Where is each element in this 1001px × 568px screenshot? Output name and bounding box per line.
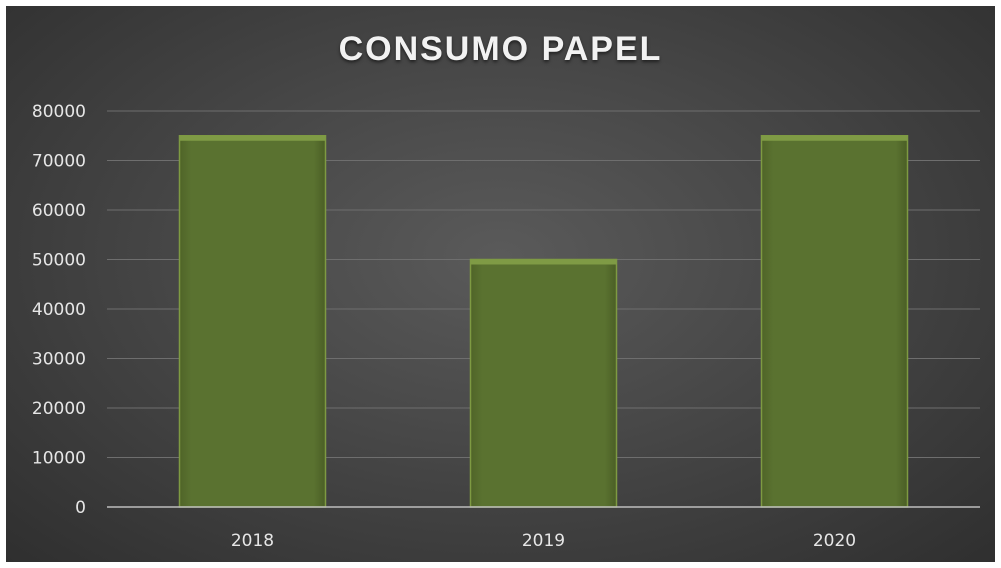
bar-top-highlight: [761, 135, 908, 141]
y-tick-label: 30000: [32, 350, 86, 370]
chart-title: CONSUMO PAPEL: [338, 30, 663, 68]
bar-2019: [469, 258, 618, 508]
y-tick-label: 20000: [32, 399, 86, 419]
y-tick-label: 10000: [32, 449, 86, 469]
bar-top-highlight: [470, 259, 617, 265]
bars: [178, 135, 909, 508]
x-tick-label-2019: 2019: [522, 531, 565, 551]
bar-2020: [760, 135, 909, 508]
bar-2018: [178, 135, 327, 508]
x-axis-tick-labels: 2018 2019 2020: [231, 531, 856, 551]
y-tick-label: 70000: [32, 152, 86, 172]
y-tick-label: 0: [75, 498, 86, 518]
x-tick-label-2020: 2020: [813, 531, 856, 551]
y-axis-tick-labels: 0 10000 20000 30000 40000 50000 60000 70000 8000…: [32, 102, 86, 518]
x-tick-label-2018: 2018: [231, 531, 274, 551]
y-tick-label: 50000: [32, 251, 86, 271]
y-tick-label: 80000: [32, 102, 86, 122]
y-tick-label: 60000: [32, 201, 86, 221]
bar-top-highlight: [179, 135, 326, 141]
y-tick-label: 40000: [32, 300, 86, 320]
